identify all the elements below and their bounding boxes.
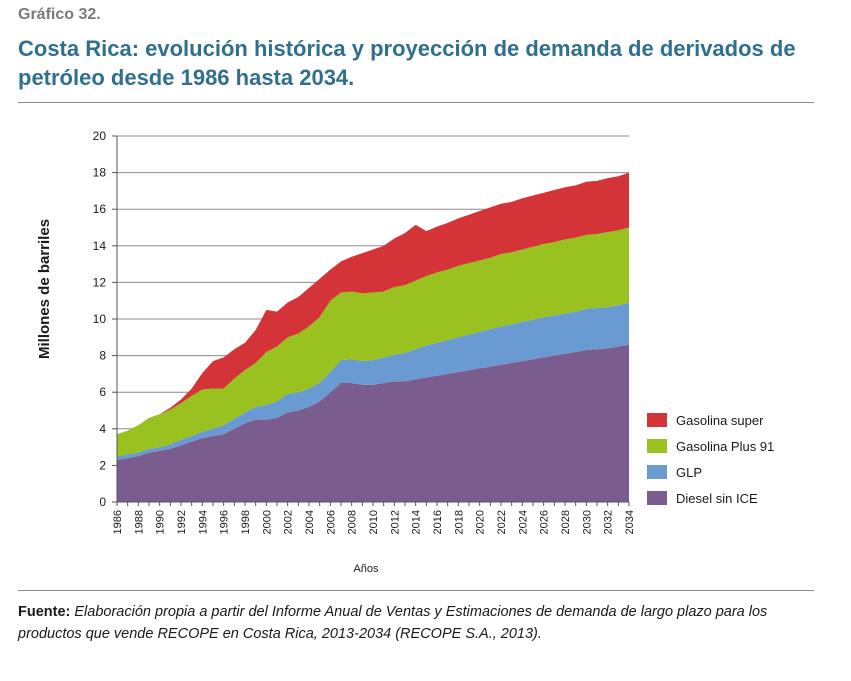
series-area-diesel-sin-ice	[117, 344, 629, 502]
x-tick-label: 2016	[432, 510, 444, 534]
x-tick-label: 2004	[304, 510, 316, 534]
source-note: Fuente: Elaboración propia a partir del …	[18, 601, 833, 645]
x-tick-label: 2026	[539, 510, 551, 534]
y-tick-label: 16	[93, 202, 107, 216]
y-tick-label: 4	[99, 422, 106, 436]
x-tick-label: 1992	[176, 510, 188, 534]
x-tick-label: 2032	[603, 510, 615, 534]
y-axis-label: Millones de barriles	[36, 219, 53, 359]
legend-swatch	[647, 413, 667, 427]
x-tick-label: 2030	[581, 510, 593, 534]
x-tick-label: 2014	[411, 510, 423, 534]
source-text: Elaboración propia a partir del Informe …	[18, 604, 768, 642]
chart-title: Costa Rica: evolución histórica y proyec…	[18, 36, 796, 90]
x-tick-label: 2012	[389, 510, 401, 534]
x-tick-label: 1996	[219, 510, 231, 534]
y-tick-label: 20	[93, 129, 107, 143]
x-tick-label: 1988	[133, 510, 145, 534]
source-prefix: Fuente:	[18, 604, 71, 620]
x-tick-label: 2000	[261, 510, 273, 534]
figure-label: Gráfico 32.	[18, 6, 101, 23]
legend: Gasolina super Gasolina Plus 91 GLP Diesel …	[647, 413, 774, 506]
x-tick-label: 1994	[197, 510, 209, 534]
y-tick-label: 6	[99, 385, 106, 399]
legend-label: Gasolina Plus 91	[676, 439, 774, 454]
y-tick-label: 2	[99, 458, 106, 472]
axes: 0 2 4 6 8 10 12 14 16 18 20 1986 1988 1990 1992 1994 199…	[93, 129, 636, 534]
legend-swatch	[647, 465, 667, 479]
y-tick-label: 18	[93, 166, 107, 180]
legend-swatch	[647, 439, 667, 453]
legend-label: Gasolina super	[676, 413, 764, 428]
y-tick-label: 10	[93, 312, 107, 326]
series-area-gasolina-plus-91	[117, 227, 629, 457]
x-tick-label: 2006	[325, 510, 337, 534]
series-areas	[117, 172, 629, 502]
series-area-glp	[117, 302, 629, 460]
x-tick-label: 2028	[560, 510, 572, 534]
x-tick-label: 1986	[112, 510, 124, 534]
legend-label: GLP	[676, 465, 702, 480]
x-tick-label: 2024	[517, 510, 529, 534]
y-tick-label: 0	[99, 495, 106, 509]
top-divider	[18, 102, 814, 103]
y-tick-label: 14	[93, 239, 107, 253]
x-tick-label: 2020	[475, 510, 487, 534]
legend-swatch	[647, 491, 667, 505]
x-tick-label: 2002	[283, 510, 295, 534]
x-axis-label: Años	[353, 563, 379, 575]
x-tick-label: 2008	[347, 510, 359, 534]
x-tick-label: 1998	[240, 510, 252, 534]
x-tick-label: 2022	[496, 510, 508, 534]
legend-label: Diesel sin ICE	[676, 491, 758, 506]
y-tick-label: 12	[93, 275, 107, 289]
y-tick-label: 8	[99, 349, 106, 363]
stacked-area-chart: 0 2 4 6 8 10 12 14 16 18 20 1986 1988 1990 1992 1994 199…	[36, 129, 774, 575]
x-tick-label: 2034	[624, 510, 636, 534]
x-tick-label: 1990	[155, 510, 167, 534]
x-tick-label: 2018	[453, 510, 465, 534]
x-tick-label: 2010	[368, 510, 380, 534]
series-area-gasolina-super	[117, 172, 629, 435]
bottom-divider	[18, 590, 814, 591]
